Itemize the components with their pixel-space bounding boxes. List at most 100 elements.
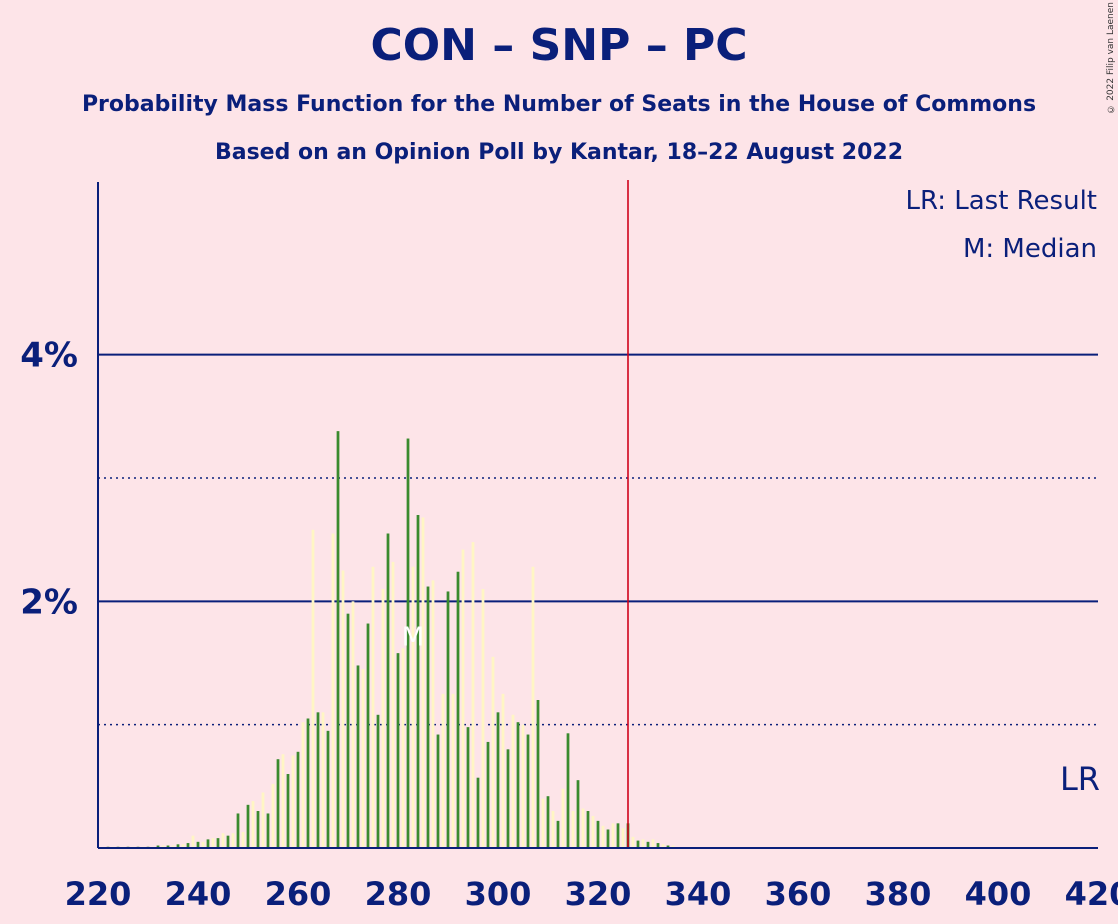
bar-green-310 bbox=[546, 796, 550, 848]
bar-cream-333 bbox=[661, 844, 665, 848]
bar-cream-253 bbox=[261, 792, 265, 848]
x-tick-400: 400 bbox=[965, 875, 1032, 913]
bar-green-276 bbox=[376, 714, 380, 848]
bar-cream-257 bbox=[281, 754, 285, 848]
x-tick-420: 420 bbox=[1065, 875, 1118, 913]
bar-cream-327 bbox=[631, 836, 635, 848]
bar-cream-305 bbox=[521, 724, 525, 848]
bar-cream-275 bbox=[371, 566, 375, 848]
bar-cream-331 bbox=[651, 839, 655, 848]
bar-cream-325 bbox=[621, 828, 625, 848]
x-tick-320: 320 bbox=[565, 875, 632, 913]
chart-subtitle-1: Probability Mass Function for the Number… bbox=[81, 92, 1037, 117]
x-tick-340: 340 bbox=[665, 875, 732, 913]
bar-cream-315 bbox=[571, 811, 575, 848]
bar-cream-297 bbox=[481, 589, 485, 848]
bar-cream-241 bbox=[201, 841, 205, 848]
bar-cream-293 bbox=[461, 549, 465, 848]
x-tick-240: 240 bbox=[165, 875, 232, 913]
bar-green-334 bbox=[666, 845, 670, 848]
bar-cream-279 bbox=[391, 561, 395, 848]
bar-cream-323 bbox=[611, 823, 615, 848]
bar-green-270 bbox=[346, 613, 350, 848]
bar-green-254 bbox=[266, 813, 270, 848]
bar-cream-301 bbox=[501, 693, 505, 848]
bar-green-238 bbox=[186, 843, 190, 848]
bar-cream-295 bbox=[471, 542, 475, 848]
bar-cream-299 bbox=[491, 656, 495, 848]
bar-green-288 bbox=[436, 734, 440, 848]
bar-green-268 bbox=[336, 431, 340, 848]
bar-cream-319 bbox=[591, 815, 595, 848]
bar-green-236 bbox=[176, 844, 180, 848]
bar-green-234 bbox=[166, 845, 170, 848]
median-marker: M bbox=[402, 623, 424, 653]
bar-green-306 bbox=[526, 734, 530, 848]
bar-green-284 bbox=[416, 515, 420, 848]
bar-cream-237 bbox=[181, 844, 185, 848]
chart-title: CON – SNP – PC bbox=[370, 20, 748, 71]
bar-cream-285 bbox=[421, 517, 425, 848]
bar-green-314 bbox=[566, 733, 570, 848]
bar-cream-243 bbox=[211, 838, 215, 848]
bar-cream-245 bbox=[221, 833, 225, 848]
bar-cream-247 bbox=[231, 833, 235, 848]
chart-subtitle-2: Based on an Opinion Poll by Kantar, 18–2… bbox=[214, 140, 904, 165]
bar-cream-261 bbox=[301, 722, 305, 848]
bar-cream-267 bbox=[331, 533, 335, 848]
bar-green-300 bbox=[496, 712, 500, 848]
bar-cream-271 bbox=[351, 601, 355, 848]
bar-cream-251 bbox=[251, 801, 255, 848]
bar-green-274 bbox=[366, 623, 370, 848]
y-tick-2: 2% bbox=[20, 582, 78, 622]
bar-cream-263 bbox=[311, 529, 315, 848]
bar-cream-291 bbox=[451, 693, 455, 848]
bar-cream-235 bbox=[171, 845, 175, 848]
bar-green-272 bbox=[356, 665, 360, 848]
bar-green-304 bbox=[516, 722, 520, 848]
bar-green-266 bbox=[326, 730, 330, 848]
bar-cream-303 bbox=[511, 714, 515, 848]
bar-cream-269 bbox=[341, 570, 345, 848]
bar-green-324 bbox=[616, 823, 620, 848]
bar-green-282 bbox=[406, 438, 410, 848]
bar-green-318 bbox=[586, 811, 590, 848]
y-tick-4: 4% bbox=[20, 336, 78, 376]
bar-cream-259 bbox=[291, 755, 295, 848]
legend-median: M: Median bbox=[963, 234, 1097, 264]
bar-green-322 bbox=[606, 829, 610, 848]
bars-group: M bbox=[106, 431, 675, 848]
legend-last-result: LR: Last Result bbox=[905, 186, 1097, 216]
bar-cream-321 bbox=[601, 825, 605, 848]
bar-cream-307 bbox=[531, 566, 535, 848]
bar-green-292 bbox=[456, 571, 460, 848]
bar-green-296 bbox=[476, 777, 480, 848]
bar-green-250 bbox=[246, 804, 250, 848]
bar-green-252 bbox=[256, 811, 260, 848]
bar-cream-287 bbox=[431, 580, 435, 848]
bar-green-256 bbox=[276, 759, 280, 848]
x-tick-280: 280 bbox=[365, 875, 432, 913]
bar-green-302 bbox=[506, 749, 510, 848]
last-result-label: LR bbox=[1060, 760, 1100, 798]
bar-green-242 bbox=[206, 839, 210, 848]
axes-group bbox=[97, 180, 1098, 849]
bar-cream-277 bbox=[381, 589, 385, 848]
bar-green-308 bbox=[536, 700, 540, 848]
bar-green-290 bbox=[446, 591, 450, 848]
bar-green-298 bbox=[486, 741, 490, 848]
x-tick-260: 260 bbox=[265, 875, 332, 913]
bar-cream-335 bbox=[671, 845, 675, 848]
bar-cream-281 bbox=[401, 648, 405, 848]
bar-cream-309 bbox=[541, 798, 545, 848]
bar-cream-289 bbox=[441, 693, 445, 848]
bar-green-280 bbox=[396, 653, 400, 848]
bar-green-286 bbox=[426, 586, 430, 848]
x-tick-220: 220 bbox=[65, 875, 132, 913]
bar-cream-313 bbox=[561, 788, 565, 848]
bar-cream-329 bbox=[641, 839, 645, 848]
x-tick-360: 360 bbox=[765, 875, 832, 913]
bar-green-320 bbox=[596, 820, 600, 848]
bar-cream-283 bbox=[411, 566, 415, 848]
